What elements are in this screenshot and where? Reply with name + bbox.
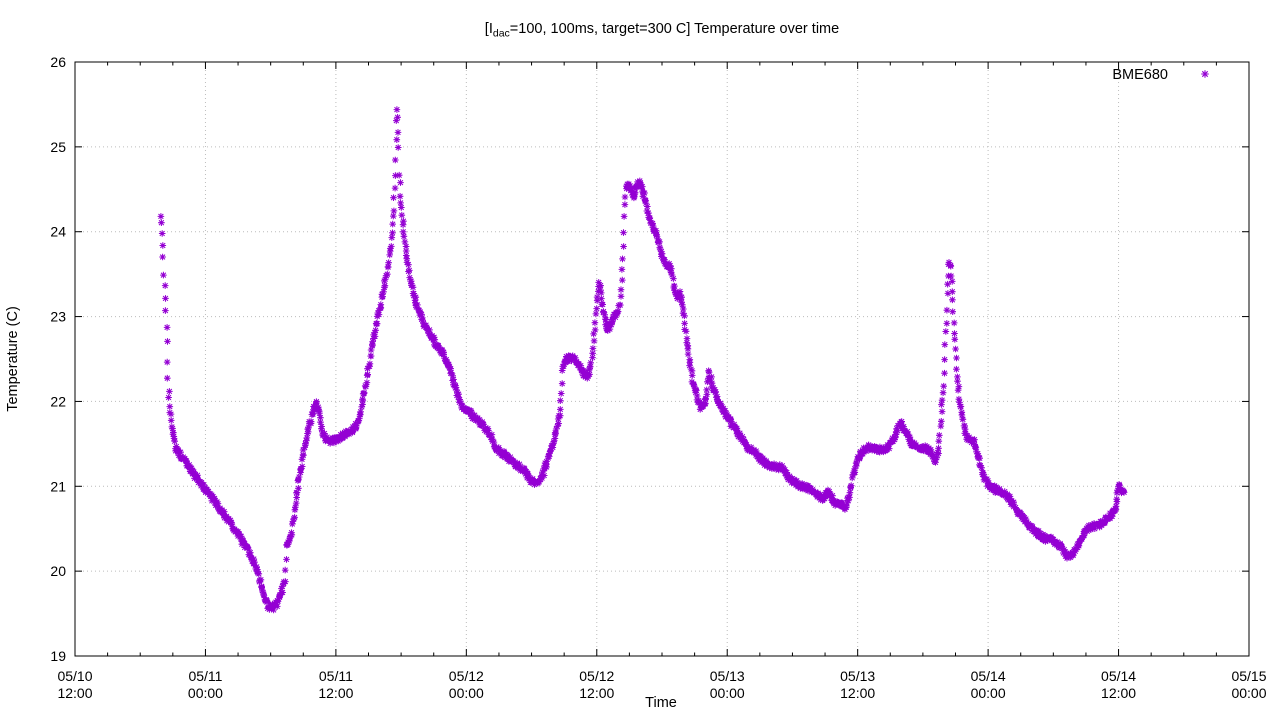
legend-label: BME680: [1112, 67, 1168, 83]
y-tick-label: 26: [50, 54, 66, 70]
data-points: [157, 106, 1128, 614]
chart-title: [Idac=100, 100ms, target=300 C] Temperat…: [485, 21, 839, 40]
x-tick-label-time: 12:00: [579, 685, 614, 701]
legend-marker-icon: [1201, 70, 1209, 78]
x-tick-label-date: 05/15: [1231, 668, 1266, 684]
x-tick-label-date: 05/14: [1101, 668, 1136, 684]
x-tick-label-time: 12:00: [318, 685, 353, 701]
x-tick-label-time: 12:00: [840, 685, 875, 701]
y-tick-label: 24: [50, 224, 66, 240]
x-tick-label-time: 00:00: [188, 685, 223, 701]
x-tick-label-date: 05/11: [188, 668, 222, 684]
y-tick-label: 20: [50, 563, 66, 579]
x-axis-label: Time: [645, 695, 677, 711]
y-tick-label: 23: [50, 309, 66, 325]
gridlines: [75, 62, 1249, 656]
y-tick-label: 19: [50, 648, 66, 664]
x-tick-label-time: 12:00: [57, 685, 92, 701]
y-tick-label: 21: [50, 478, 66, 494]
x-tick-label-time: 00:00: [971, 685, 1006, 701]
x-tick-label-time: 00:00: [710, 685, 745, 701]
x-tick-label-date: 05/10: [57, 668, 92, 684]
x-tick-label-date: 05/13: [710, 668, 745, 684]
axis-ticks: [74, 61, 1250, 657]
plot-border: [74, 61, 1250, 657]
x-tick-label-date: 05/11: [319, 668, 353, 684]
x-tick-label-date: 05/12: [579, 668, 614, 684]
x-tick-label-date: 05/12: [449, 668, 484, 684]
x-tick-label-time: 12:00: [1101, 685, 1136, 701]
x-tick-label-time: 00:00: [1231, 685, 1266, 701]
y-tick-label: 25: [50, 139, 66, 155]
x-tick-label-date: 05/13: [840, 668, 875, 684]
y-tick-label: 22: [50, 393, 66, 409]
x-tick-label-date: 05/14: [971, 668, 1006, 684]
y-axis-label: Temperature (C): [5, 306, 21, 412]
x-tick-label-time: 00:00: [449, 685, 484, 701]
